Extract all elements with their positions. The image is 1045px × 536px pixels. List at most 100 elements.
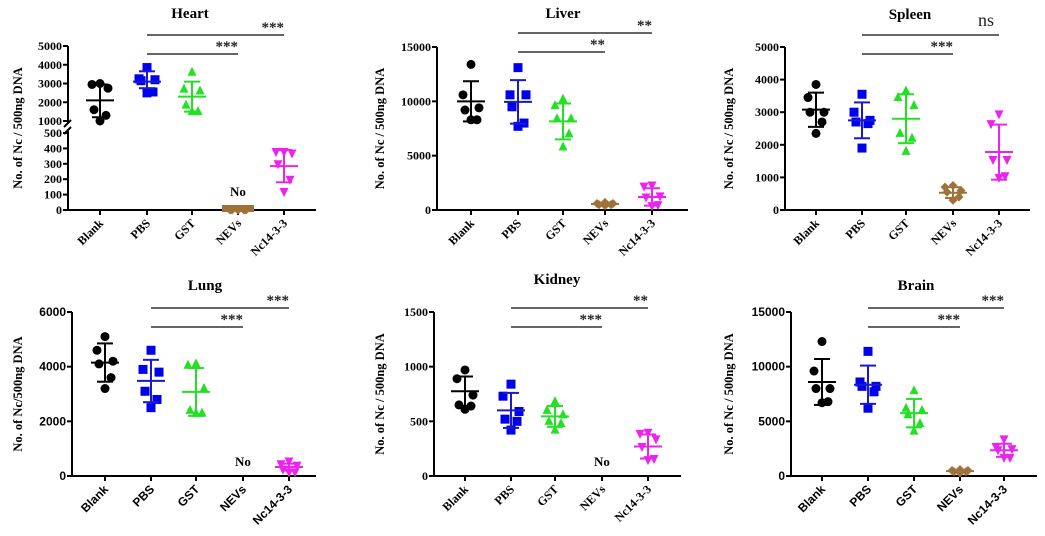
- y-axis-label: No. of Nc/500ng DNA: [11, 336, 25, 451]
- data-point: [100, 332, 110, 342]
- y-tick-label: 15000: [752, 305, 786, 319]
- data-point: [185, 404, 195, 414]
- series-nc14-3-3: [638, 181, 666, 212]
- x-tick-label: GST: [175, 482, 203, 510]
- data-point: [849, 107, 859, 117]
- y-axis-label: No. of Nc / 500ng DNA: [722, 333, 736, 455]
- x-tick-label: Blank: [440, 482, 472, 514]
- data-point: [542, 404, 552, 414]
- data-point: [857, 143, 867, 153]
- data-point: [994, 110, 1004, 120]
- data-point: [869, 387, 879, 397]
- data-point: [94, 359, 104, 369]
- data-point: [651, 435, 661, 445]
- y-tick-label: 3000: [38, 77, 62, 91]
- no-detection-label: No: [594, 454, 610, 469]
- data-point: [825, 384, 835, 394]
- data-point: [514, 406, 524, 416]
- data-point: [857, 89, 867, 99]
- significance-label: ***: [216, 39, 239, 55]
- no-detection-label: No: [235, 454, 251, 469]
- data-point: [512, 416, 522, 426]
- data-point: [284, 457, 294, 467]
- data-point: [273, 160, 283, 170]
- data-point: [199, 383, 209, 393]
- data-point: [466, 59, 476, 69]
- data-point: [803, 93, 813, 103]
- data-point: [507, 102, 517, 112]
- significance-label: ***: [580, 312, 603, 328]
- x-tick-label: GST: [893, 482, 921, 510]
- y-tick-label: 300: [44, 157, 62, 171]
- x-tick-label: NEVs: [577, 482, 608, 513]
- series-blank: [802, 79, 830, 138]
- series-nevs: [591, 197, 619, 211]
- significance-label: ***: [221, 312, 244, 328]
- y-tick-label: 500: [44, 126, 62, 140]
- y-tick-label: 4000: [38, 58, 62, 72]
- data-point: [811, 384, 821, 394]
- series-blank: [451, 365, 479, 414]
- data-point: [909, 425, 919, 435]
- panel-lung: Lung No. of Nc/500ng DNA 0 2000 4000 6000 Blan…: [11, 278, 316, 527]
- data-point: [100, 384, 110, 394]
- series-nc14-3-3: [270, 147, 298, 198]
- data-point: [811, 128, 821, 138]
- data-point: [146, 403, 156, 413]
- y-tick-label: 200: [44, 172, 62, 186]
- series-pbs: [848, 89, 876, 153]
- x-tick-label: Blank: [446, 216, 478, 248]
- data-point: [183, 359, 193, 369]
- data-point: [195, 85, 205, 95]
- x-tick-label: Blank: [78, 482, 111, 515]
- panel-kidney: Kidney No. of Nc / 500ng DNA 0 500 1000 1500 B…: [373, 272, 681, 525]
- data-point: [197, 407, 207, 417]
- data-point: [513, 121, 523, 131]
- chart-title: Lung: [188, 278, 223, 294]
- data-point: [647, 181, 657, 191]
- x-tick-label: NEVs: [217, 482, 249, 514]
- y-tick-label: 0: [59, 469, 66, 483]
- data-point: [544, 415, 554, 425]
- data-point: [460, 105, 470, 115]
- significance-label: ***: [931, 39, 954, 55]
- y-tick-label: 0: [56, 203, 62, 217]
- x-tick-label: Blank: [75, 216, 107, 248]
- data-point: [150, 75, 160, 85]
- x-tick-label: Nc14-3-3: [963, 216, 1005, 258]
- data-point: [152, 394, 162, 404]
- series-nc14-3-3: [275, 457, 303, 478]
- data-point: [809, 366, 819, 376]
- series-pbs: [133, 63, 161, 98]
- y-tick-label: 6000: [39, 305, 66, 319]
- series-gst: [892, 85, 920, 155]
- chart-title: Brain: [898, 278, 935, 294]
- data-point: [458, 90, 468, 100]
- y-tick-label: 1000: [38, 114, 62, 128]
- data-point: [498, 391, 508, 401]
- zero-bar: [222, 205, 254, 212]
- data-point: [179, 83, 189, 93]
- data-point: [901, 85, 911, 95]
- y-tick-label: 500: [410, 414, 428, 428]
- x-tick-label: NEVs: [928, 216, 959, 247]
- x-tick-label: PBS: [499, 216, 525, 242]
- data-point: [817, 117, 827, 127]
- x-tick-label: PBS: [130, 482, 157, 509]
- y-tick-label: 2000: [38, 95, 62, 109]
- data-point: [1002, 155, 1012, 165]
- data-point: [146, 345, 156, 355]
- x-tick-label: Blank: [795, 482, 828, 515]
- x-tick-label: NEVs: [580, 216, 611, 247]
- series-nevs: [946, 464, 974, 478]
- significance-label: **: [590, 37, 605, 53]
- data-point: [279, 188, 289, 198]
- y-tick-label: 10000: [752, 360, 786, 374]
- series-blank: [91, 332, 119, 394]
- significance-label: ***: [262, 20, 285, 36]
- x-tick-label: GST: [534, 482, 561, 509]
- y-tick-label: 1000: [755, 170, 779, 184]
- data-point: [901, 402, 911, 412]
- data-point: [915, 418, 925, 428]
- series-pbs: [504, 63, 532, 131]
